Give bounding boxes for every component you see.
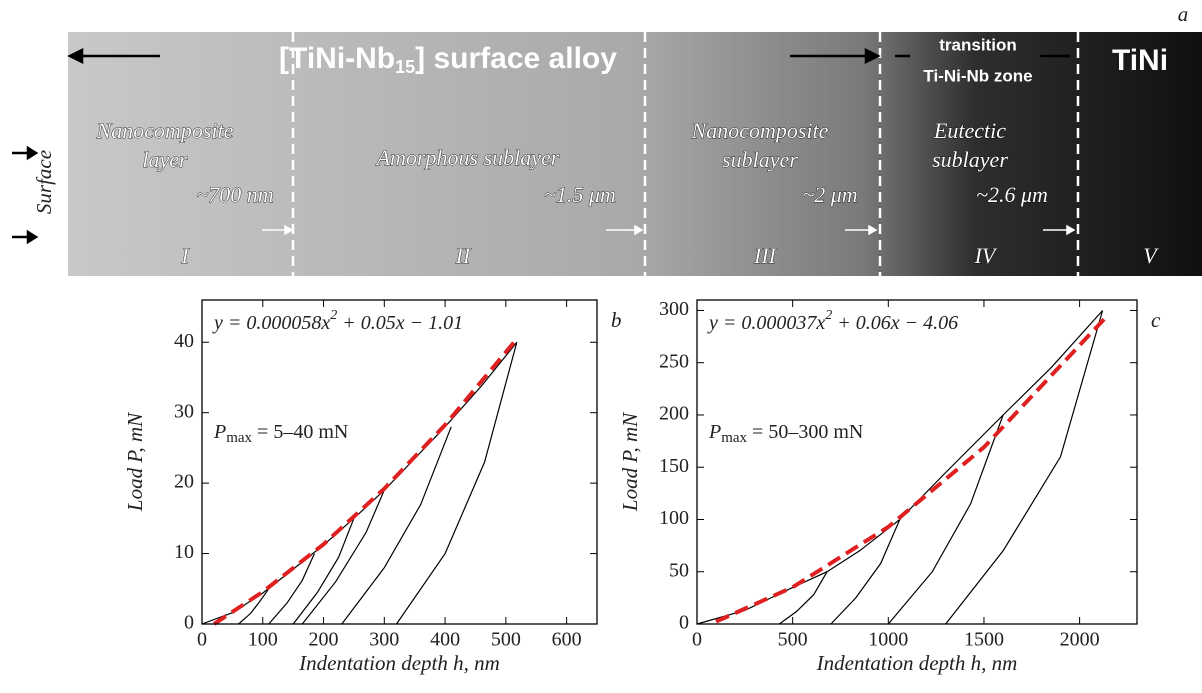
x-tick-label: 500 [491,629,521,651]
y-tick-label: 250 [659,350,689,372]
eq-part: + 0.06x − 4.06 [832,312,958,334]
thickness-arrows [262,224,1076,236]
y-tick-label: 30 [174,400,194,422]
data-line [696,310,1104,625]
zone-name: Nanocomposite [691,118,829,143]
zone-boundaries [291,32,1080,276]
data-line [238,588,270,625]
data-line [341,426,452,625]
x-tick-label: 0 [197,629,207,651]
zone-thickness: ~700 nm [196,182,273,207]
data-line [778,571,828,625]
pm-part: = 50–300 mN [747,421,863,443]
fit-equation: y = 0.000058x2 + 0.05x − 1.01 [212,308,463,333]
panel-label: a [1178,2,1189,26]
panel-label: b [611,308,622,332]
pm-part: P [213,421,226,443]
fit-equation: y = 0.000037x2 + 0.06x − 4.06 [707,308,958,333]
zone-name: Eutectic [933,118,1006,143]
eq-part: + 0.05x − 1.01 [337,312,463,334]
data-line [292,518,355,625]
x-tick-label: 400 [430,629,460,651]
zone-thickness: ~1.5 μm [544,182,616,207]
data-line [830,519,901,625]
pm-part: max [721,430,747,446]
y-tick-label: 150 [659,455,689,477]
x-tick-label: 600 [552,629,582,651]
zone-numeral: I [180,243,190,268]
data-line [945,310,1104,625]
zone-name: sublayer [722,147,798,172]
zone-name: Amorphous sublayer [375,145,560,170]
eq-part: 2 [330,308,337,323]
data-line [715,313,1110,624]
pm-part: max [226,430,252,446]
micrograph [68,32,1202,276]
x-tick-label: 1000 [868,629,908,651]
data-line [213,336,520,626]
y-tick-label: 10 [174,541,194,563]
y-tick-label: 50 [669,559,689,581]
surface-label: Surface [32,150,56,214]
y-tick-label: 0 [184,612,194,634]
plot-frame [696,299,1138,625]
x-tick-label: 1500 [964,629,1004,651]
data-line [887,414,1004,625]
x-tick-label: 2000 [1060,629,1100,651]
x-tick-label: 200 [309,629,339,651]
plot-frame [201,299,598,625]
x-tick-label: 500 [778,629,808,651]
y-tick-label: 300 [659,298,689,320]
y-axis-label: Load P, mN [123,412,147,512]
pm-part: P [708,421,721,443]
x-axis-label: Indentation depth h, nm [816,651,1018,675]
zone-thickness: ~2.6 μm [976,182,1048,207]
y-tick-label: 40 [174,330,194,352]
zone-name: sublayer [932,147,1008,172]
transition-label: Ti-Ni-Nb zone [923,66,1032,85]
data-line [268,553,315,625]
zone-thickness: ~2 μm [802,182,857,207]
eq-part: y = 0.000058x [212,312,330,334]
x-tick-label: 300 [369,629,399,651]
zone-name: Nanocomposite [96,118,234,143]
data-line [396,342,518,625]
zone-numeral: IV [974,243,998,268]
eq-part: y = 0.000037x [707,312,825,334]
data-line [201,341,518,625]
x-tick-label: 0 [692,629,702,651]
y-tick-label: 20 [174,471,194,493]
y-tick-label: 100 [659,507,689,529]
panel-label: c [1151,308,1161,332]
alloy-title: [TiNi-Nb15] surface alloy [279,42,617,77]
zone-name: layer [142,147,188,172]
zone-numeral: III [753,243,778,268]
eq-part: 2 [825,308,832,323]
tini-label: TiNi [1112,44,1168,77]
pmax-label: Pmax = 5–40 mN [213,421,348,447]
data-line [301,482,388,625]
y-tick-label: 200 [659,403,689,425]
pm-part: = 5–40 mN [252,421,348,443]
transition-label: transition [939,35,1016,54]
y-tick-label: 0 [679,612,689,634]
arrows [12,47,1070,245]
y-axis-label: Load P, mN [618,412,642,512]
pmax-label: Pmax = 50–300 mN [708,421,863,447]
x-tick-label: 100 [248,629,278,651]
x-axis-label: Indentation depth h, nm [298,651,500,675]
zone-numeral: II [455,243,472,268]
zone-numeral: V [1143,243,1159,268]
